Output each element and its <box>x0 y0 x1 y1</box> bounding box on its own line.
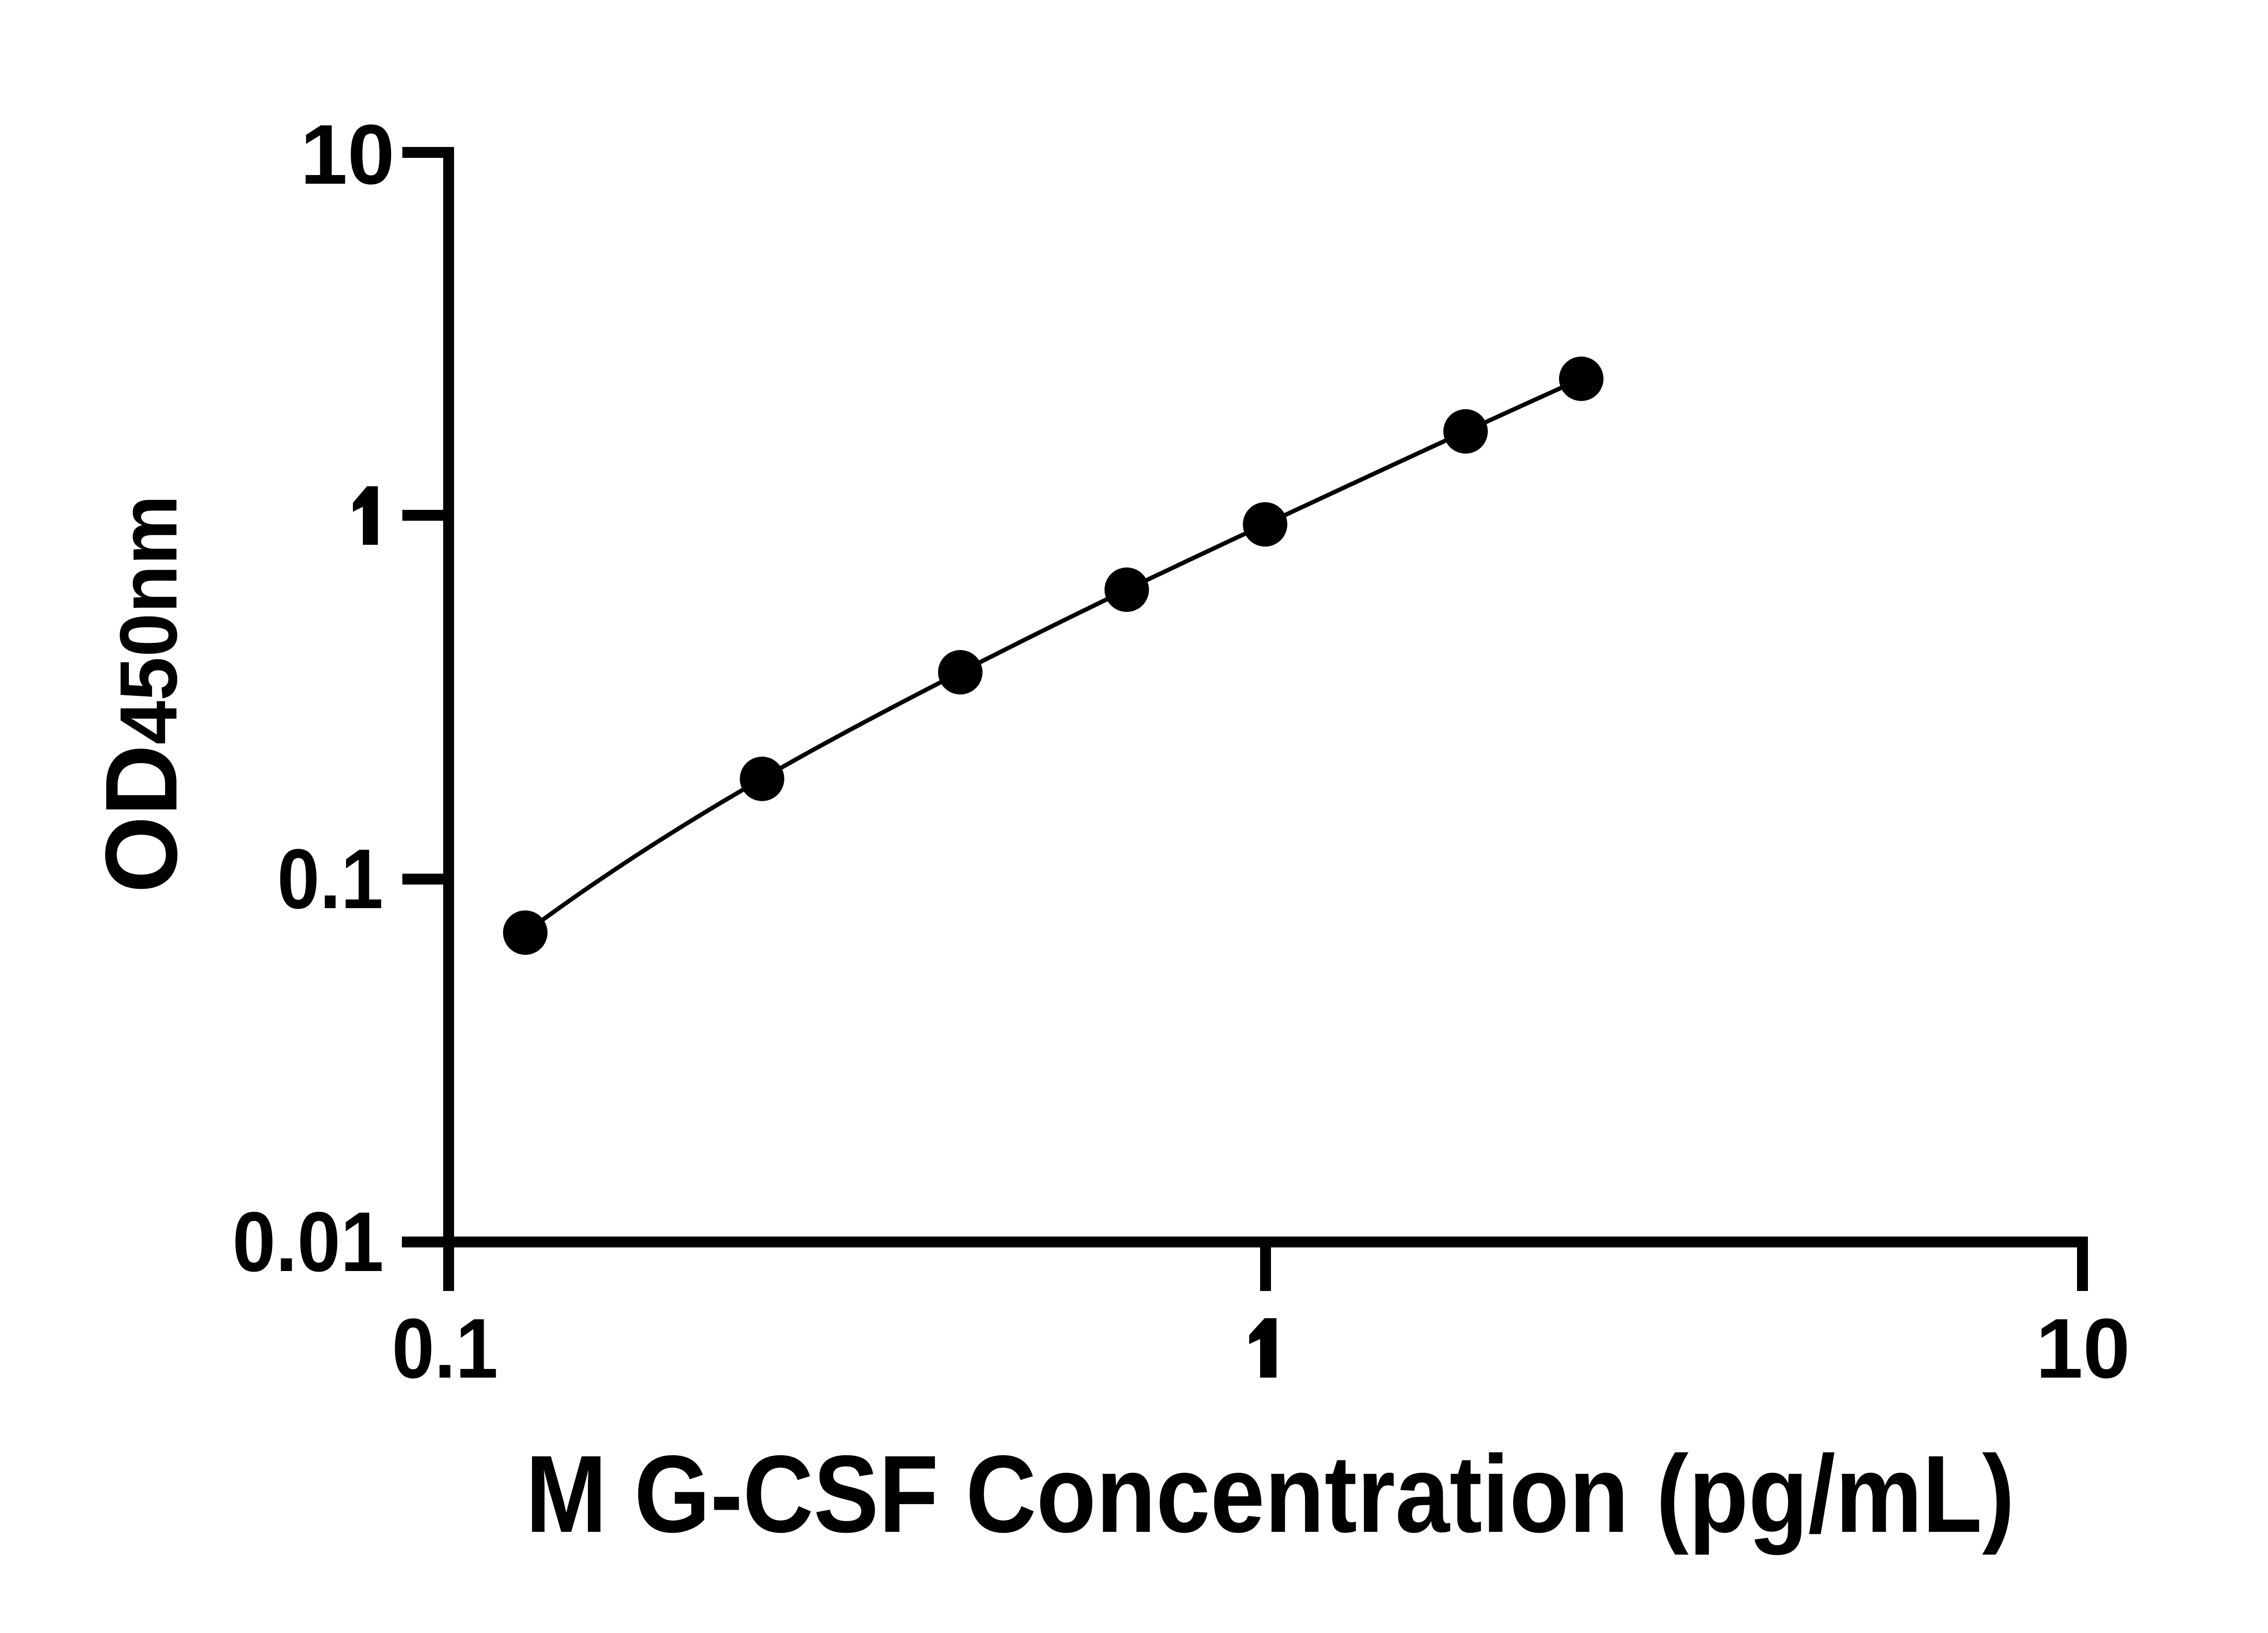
svg-text:OD450nm: OD450nm <box>84 495 198 893</box>
svg-text:0.1: 0.1 <box>277 831 383 926</box>
svg-text:M G-CSF Concentration (pg/mL): M G-CSF Concentration (pg/mL) <box>525 1432 2014 1555</box>
svg-text:10: 10 <box>2036 1301 2130 1396</box>
svg-text:0.1: 0.1 <box>392 1301 498 1396</box>
svg-text:0.01: 0.01 <box>232 1195 384 1289</box>
svg-text:10: 10 <box>300 107 395 202</box>
